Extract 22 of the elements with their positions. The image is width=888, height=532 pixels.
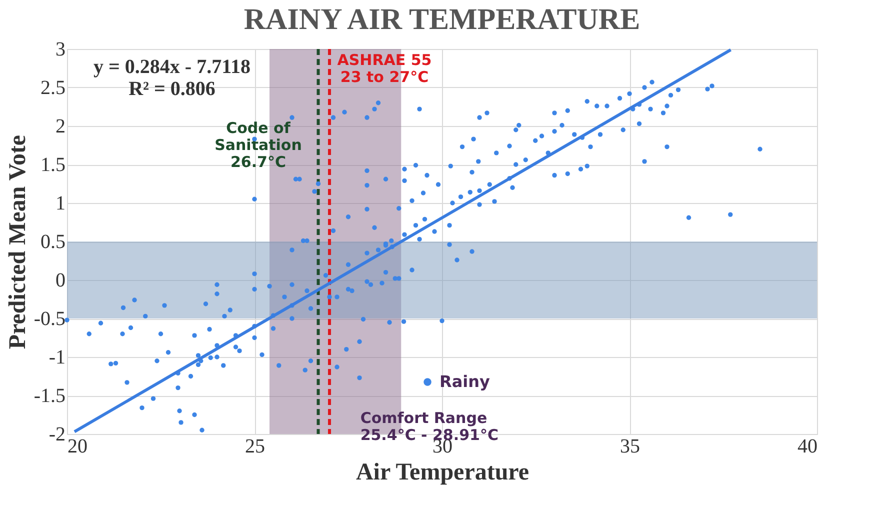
x-tick-label: 35 xyxy=(620,436,640,458)
y-tick-label: 0.5 xyxy=(40,231,66,253)
y-tick-label: -1.5 xyxy=(34,385,66,407)
y-tick-label: -0.5 xyxy=(34,308,66,330)
x-axis-title: Air Temperature xyxy=(356,460,530,486)
y-tick-label: 2.5 xyxy=(40,77,66,99)
legend-label: Rainy xyxy=(440,372,490,391)
y-tick-label: -1 xyxy=(48,346,66,368)
ref-line-label: ASHRAE 55 23 to 27°C xyxy=(337,51,432,86)
x-tick-label: 25 xyxy=(245,436,265,458)
x-tick-label: 20 xyxy=(68,436,88,458)
chart-title: RAINY AIR TEMPERATURE xyxy=(244,3,640,36)
y-axis-title: Predicted Mean Vote xyxy=(4,134,31,350)
ref-line-label: Code of Sanitation 26.7°C xyxy=(214,119,302,171)
y-tick-label: 2 xyxy=(56,116,66,138)
y-tick-label: -2 xyxy=(48,424,66,446)
y-tick-label: 0 xyxy=(56,270,66,292)
x-tick-label: 40 xyxy=(798,436,818,458)
y-tick-label: 3 xyxy=(56,38,66,60)
annotation: y = 0.284x - 7.7118 R² = 0.806 xyxy=(94,56,250,100)
y-tick-label: 1 xyxy=(56,192,66,214)
y-tick-label: 1.5 xyxy=(40,154,66,176)
